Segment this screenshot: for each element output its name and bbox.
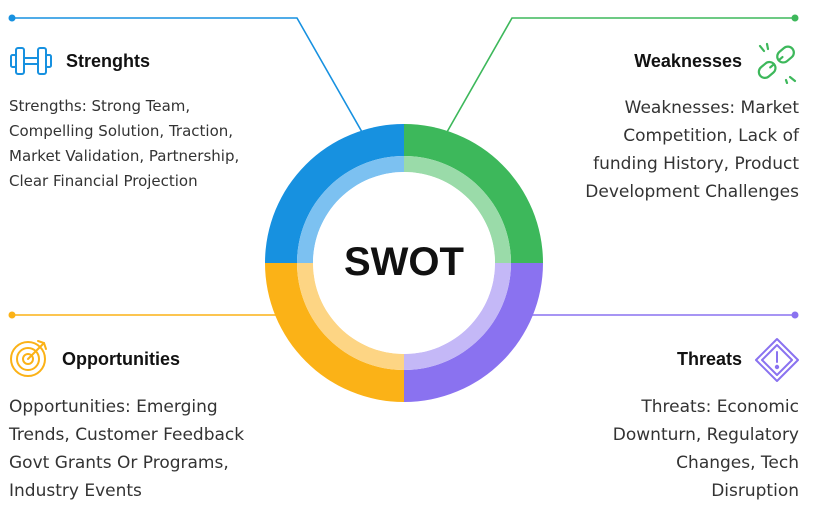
target-icon [10, 340, 47, 377]
opportunities-connector-dot [8, 311, 16, 319]
center-circle [313, 172, 495, 354]
threats-inner-ring-segment [404, 263, 511, 370]
weaknesses-connector [446, 17, 795, 133]
strengths-title: Strenghts [66, 51, 151, 71]
threats-connector-dot [791, 311, 799, 319]
threats-title: Threats [676, 349, 742, 369]
strengths-body: Strengths: Strong Team, Compelling Solut… [9, 97, 240, 190]
broken-chain-icon [757, 42, 797, 84]
threats-ring-segment [404, 263, 543, 402]
center-label: SWOT [344, 240, 464, 284]
weaknesses-inner-ring-segment [404, 156, 511, 263]
threats-body: Threats: Economic Downturn, Regulatory C… [612, 397, 799, 501]
weaknesses-body: Weaknesses: Market Competition, Lack of … [585, 98, 799, 202]
strengths-connector-dot [8, 14, 16, 22]
weaknesses-ring-segment [404, 124, 543, 263]
strengths-ring-segment [265, 124, 404, 263]
opportunities-inner-ring-segment [297, 263, 404, 370]
opportunities-ring-segment [265, 263, 404, 402]
strengths-connector [12, 17, 363, 133]
dumbbell-icon [10, 47, 52, 75]
strengths-inner-ring-segment [297, 156, 404, 263]
warning-diamond-icon [755, 338, 799, 382]
weaknesses-connector-dot [791, 14, 799, 22]
opportunities-body: Opportunities: Emerging Trends, Customer… [9, 397, 245, 501]
opportunities-title: Opportunities [62, 349, 180, 369]
weaknesses-title: Weaknesses [634, 51, 742, 71]
